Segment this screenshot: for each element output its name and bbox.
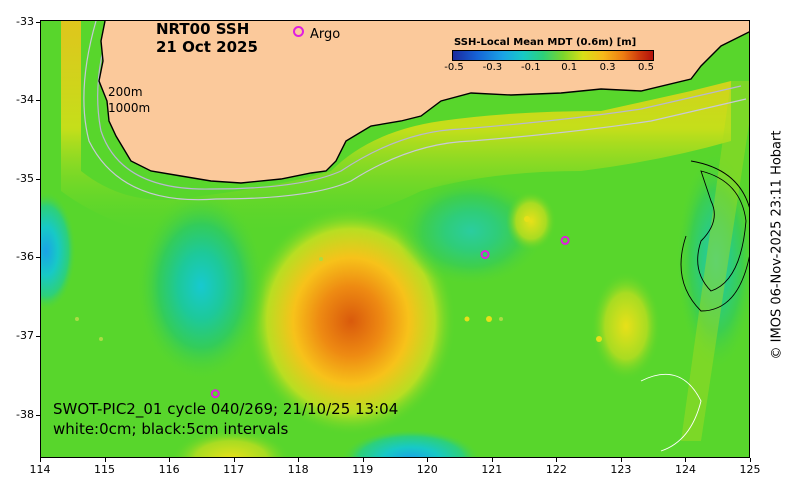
lon-tick-mark xyxy=(362,458,364,462)
isobath-labels: 200m 1000m xyxy=(108,84,150,116)
map-title: NRT00 SSH 21 Oct 2025 xyxy=(156,20,258,56)
colorbar-tick-label: 0.5 xyxy=(638,62,654,73)
cold-eddy-116e xyxy=(136,191,266,381)
lon-tick-label: 115 xyxy=(94,463,116,476)
cold-eddy-121e xyxy=(396,176,546,286)
ssh-contour-east-1 xyxy=(697,170,747,292)
lat-tick-mark xyxy=(36,257,40,259)
lat-tick-label: -35 xyxy=(16,171,34,185)
argo-legend: Argo xyxy=(293,26,340,42)
lat-tick-mark xyxy=(36,178,40,180)
colorbar-tick-label: 0.1 xyxy=(561,62,578,73)
map-title-date: 21 Oct 2025 xyxy=(156,38,258,56)
lon-tick-label: 120 xyxy=(416,463,438,476)
lon-tick-label: 122 xyxy=(545,463,567,476)
lat-tick-mark xyxy=(36,21,40,23)
lon-tick-label: 119 xyxy=(352,463,374,476)
argo-float-marker xyxy=(560,235,570,245)
lon-tick-mark xyxy=(491,458,493,462)
colorbar-tick-label: -0.5 xyxy=(444,62,464,73)
ssh-contour-east-2 xyxy=(680,160,749,312)
colorbar-ticks: -0.5 -0.3 -0.1 0.1 0.3 0.5 xyxy=(444,61,660,75)
lon-tick-label: 114 xyxy=(29,463,51,476)
contour-legend: white:0cm; black:5cm intervals xyxy=(53,420,289,438)
lon-tick-label: 117 xyxy=(223,463,245,476)
argo-legend-label: Argo xyxy=(310,27,341,42)
lon-tick-mark xyxy=(233,458,235,462)
ssh-contour-white xyxy=(640,373,702,452)
lat-tick-mark xyxy=(36,414,40,416)
map-plot-area xyxy=(40,20,750,458)
ssh-map xyxy=(41,21,749,457)
colorbar-tick-label: -0.1 xyxy=(521,62,541,73)
isobath-200m xyxy=(97,21,742,190)
lat-tick-label: -33 xyxy=(16,14,34,28)
swot-swath xyxy=(681,81,749,441)
lat-tick-mark xyxy=(36,336,40,338)
colorbar-title: SSH-Local Mean MDT (0.6m) [m] xyxy=(454,37,637,48)
lat-tick-label: -36 xyxy=(16,250,34,264)
argo-float-layer xyxy=(210,235,570,399)
lon-tick-mark xyxy=(298,458,300,462)
copyright-notice: © IMOS 06-Nov-2025 23:11 Hobart xyxy=(769,130,785,360)
coastline xyxy=(98,21,749,184)
lon-tick-mark xyxy=(685,458,687,462)
warm-patch-122e xyxy=(591,271,661,381)
warm-eddy-119e xyxy=(246,206,456,436)
colorbar-gradient xyxy=(452,50,654,61)
cold-eddy-south xyxy=(341,429,481,457)
warm-patch-south xyxy=(171,429,291,457)
isobath-1000m xyxy=(83,21,747,201)
lon-tick-label: 121 xyxy=(481,463,503,476)
land-southern-australia xyxy=(99,21,749,183)
isobath-label-1000m: 1000m xyxy=(108,101,151,115)
lon-tick-label: 123 xyxy=(610,463,632,476)
lon-tick-mark xyxy=(169,458,171,462)
argo-ring-icon xyxy=(293,26,304,37)
lat-tick-label: -37 xyxy=(16,329,34,343)
colorbar-tick-label: -0.3 xyxy=(482,62,503,73)
lon-tick-mark xyxy=(40,458,41,462)
lat-tick-label: -34 xyxy=(16,93,34,107)
colorbar: SSH-Local Mean MDT (0.6m) [m] -0.5 -0.3 -0… xyxy=(444,37,660,75)
argo-float-marker xyxy=(480,250,490,260)
lon-tick-mark xyxy=(556,458,558,462)
lat-tick-label: -38 xyxy=(16,407,34,421)
lat-tick-mark xyxy=(36,100,40,102)
lon-tick-mark xyxy=(427,458,429,462)
swot-data-points xyxy=(75,216,602,342)
colorbar-tick-label: 0.3 xyxy=(599,62,616,73)
lon-tick-mark xyxy=(750,458,751,462)
cold-eddy-east xyxy=(676,151,749,371)
lon-tick-label: 118 xyxy=(287,463,309,476)
warm-patch-121e xyxy=(506,191,556,251)
lon-tick-label: 116 xyxy=(158,463,180,476)
lon-tick-mark xyxy=(104,458,106,462)
lon-tick-label: 124 xyxy=(674,463,696,476)
cold-eddy-west-edge xyxy=(41,191,76,311)
argo-float-marker xyxy=(210,389,220,399)
map-title-product: NRT00 SSH xyxy=(156,20,250,38)
lon-tick-mark xyxy=(620,458,622,462)
isobath-label-200m: 200m xyxy=(108,85,143,99)
lon-tick-label: 125 xyxy=(739,463,761,476)
swot-annotation: SWOT-PIC2_01 cycle 040/269; 21/10/25 13:… xyxy=(53,399,398,439)
swot-pass-info: SWOT-PIC2_01 cycle 040/269; 21/10/25 13:… xyxy=(53,400,399,418)
